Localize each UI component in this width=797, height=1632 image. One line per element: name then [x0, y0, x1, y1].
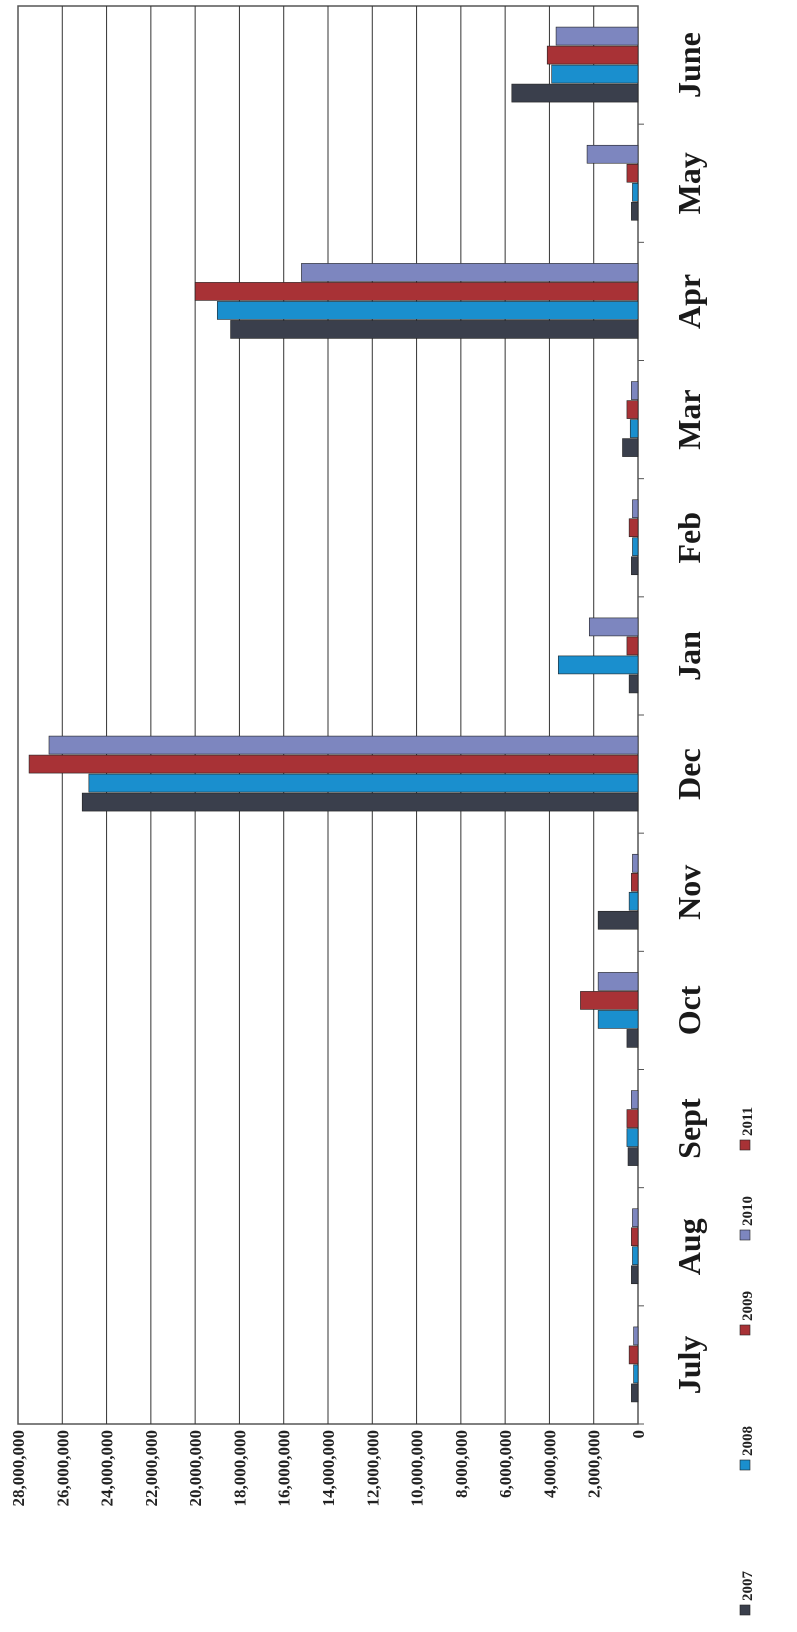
- value-tick-label: 26,000,000: [53, 1430, 72, 1507]
- bar: [632, 1208, 639, 1228]
- value-axis-tick-labels: 0 2,000,000 4,000,000 6,000,000 8,000,000 10,…: [9, 1430, 648, 1507]
- bar: [632, 499, 639, 519]
- bar: [546, 45, 639, 65]
- bar: [28, 754, 639, 774]
- bar: [194, 282, 639, 301]
- bar: [628, 674, 639, 694]
- bar: [631, 556, 639, 576]
- bar: [626, 1128, 639, 1147]
- bar: [580, 991, 639, 1010]
- legend-label: 2009: [740, 1291, 756, 1321]
- category-label: Sept: [671, 1098, 707, 1159]
- bar: [626, 636, 639, 656]
- legend-swatch: [739, 1604, 751, 1616]
- bar: [632, 853, 639, 873]
- bar: [301, 263, 639, 282]
- gridlines: [61, 6, 595, 1424]
- bar: [628, 518, 639, 538]
- value-tick-label: 18,000,000: [230, 1430, 249, 1507]
- bar: [631, 201, 639, 221]
- category-label: Nov: [671, 865, 707, 920]
- legend-label: 2011: [740, 1107, 756, 1136]
- legend: 2007 2008 2009 2010 2011: [739, 1107, 756, 1616]
- bar: [588, 617, 639, 637]
- bar: [551, 64, 639, 84]
- bar: [633, 1326, 639, 1346]
- bar: [629, 419, 639, 438]
- bar: [511, 83, 639, 103]
- value-tick-label: 14,000,000: [319, 1430, 338, 1507]
- value-tick-label: 0: [629, 1430, 648, 1439]
- category-label: May: [671, 152, 707, 214]
- legend-label: 2007: [740, 1571, 756, 1602]
- bar: [557, 655, 639, 675]
- value-tick-label: 8,000,000: [452, 1430, 471, 1498]
- value-tick-label: 16,000,000: [275, 1430, 294, 1507]
- legend-swatch: [739, 1324, 751, 1336]
- bar: [586, 144, 639, 164]
- bar: [230, 320, 639, 339]
- legend-swatch: [739, 1139, 751, 1151]
- category-label: Jan: [671, 631, 707, 681]
- bar: [628, 1345, 639, 1365]
- bar: [633, 1364, 639, 1384]
- value-tick-label: 4,000,000: [540, 1430, 559, 1498]
- bar: [626, 1109, 639, 1128]
- bar: [631, 1227, 639, 1247]
- bar: [631, 381, 639, 400]
- bar: [48, 735, 639, 755]
- bar: [632, 182, 639, 202]
- bar: [632, 537, 639, 557]
- bar: [216, 301, 639, 320]
- category-label: Dec: [671, 748, 707, 800]
- bar: [626, 400, 639, 419]
- bar: [628, 891, 639, 911]
- legend-label: 2008: [740, 1426, 756, 1456]
- category-label: Aug: [671, 1218, 707, 1275]
- bar: [555, 26, 639, 46]
- bar: [626, 1029, 639, 1048]
- value-tick-label: 12,000,000: [363, 1430, 382, 1507]
- category-label: Oct: [671, 985, 707, 1035]
- legend-swatch: [739, 1229, 751, 1241]
- bar: [597, 910, 639, 930]
- bars: [28, 26, 644, 1425]
- category-label: Mar: [671, 389, 707, 449]
- value-tick-label: 6,000,000: [496, 1430, 515, 1498]
- bar: [626, 163, 639, 183]
- legend-swatch: [739, 1459, 751, 1471]
- bar: [622, 438, 639, 457]
- category-label: Feb: [671, 512, 707, 564]
- category-axis-labels: July Aug Sept Oct Nov Dec Jan Feb Mar Apr May June: [671, 32, 707, 1394]
- bar: [632, 1246, 639, 1266]
- value-tick-label: 22,000,000: [142, 1430, 161, 1507]
- bar: [631, 1265, 639, 1285]
- value-tick-label: 24,000,000: [98, 1430, 117, 1507]
- legend-label: 2010: [740, 1196, 756, 1226]
- bar: [88, 773, 639, 793]
- category-label: Apr: [671, 274, 707, 329]
- category-label: July: [671, 1336, 707, 1395]
- bar: [597, 1010, 639, 1029]
- bar: [627, 1147, 639, 1166]
- category-label: June: [671, 32, 707, 98]
- bar: [597, 972, 639, 991]
- value-tick-label: 28,000,000: [9, 1430, 28, 1507]
- bar: [81, 792, 639, 812]
- value-tick-label: 2,000,000: [585, 1430, 604, 1498]
- bar: [631, 872, 639, 892]
- value-tick-label: 10,000,000: [408, 1430, 427, 1507]
- value-tick-label: 20,000,000: [186, 1430, 205, 1507]
- bar: [631, 1383, 639, 1403]
- bar: [631, 1090, 639, 1109]
